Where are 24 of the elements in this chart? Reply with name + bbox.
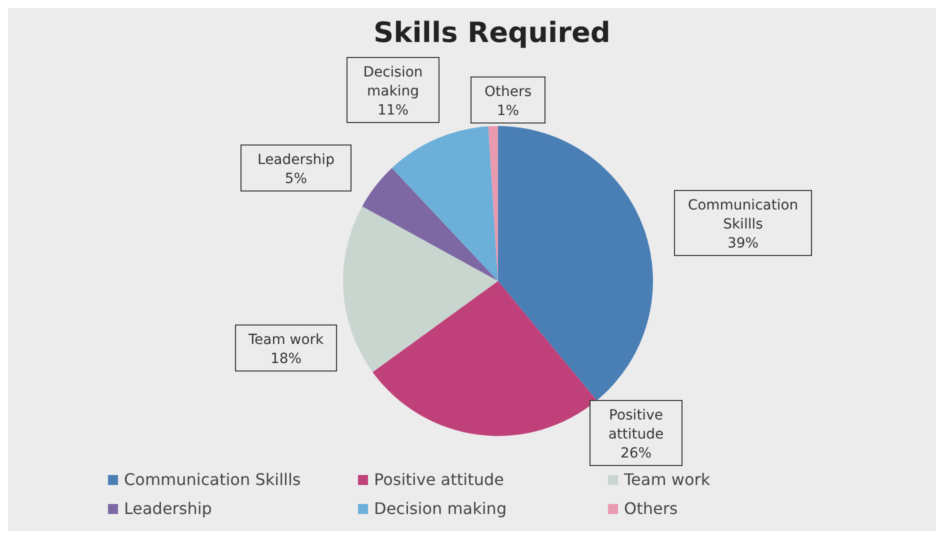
chart-title: Skills Required bbox=[372, 16, 612, 49]
data-label: 5% bbox=[284, 171, 308, 187]
legend-label: Decision making bbox=[374, 499, 507, 518]
pie-slice bbox=[392, 126, 498, 281]
legend-label: Team work bbox=[624, 470, 710, 489]
pie-slice bbox=[372, 281, 597, 436]
legend-label: Communication Skillls bbox=[124, 470, 301, 489]
slice-label: Team work bbox=[247, 332, 325, 348]
data-label: 39% bbox=[727, 236, 759, 252]
pie-slice bbox=[343, 206, 498, 372]
legend-label: Positive attitude bbox=[374, 470, 504, 489]
slice-label: Leadership bbox=[258, 152, 335, 168]
slice-label: Positive attitude bbox=[608, 408, 664, 442]
legend-label: Others bbox=[624, 499, 678, 518]
data-label: 11% bbox=[377, 102, 409, 118]
pie-slice bbox=[498, 126, 653, 400]
data-label: 18% bbox=[270, 351, 302, 367]
slice-label: Decision making bbox=[363, 64, 423, 100]
slice-label: Communication Skillls bbox=[688, 198, 798, 232]
pie-slice bbox=[362, 168, 498, 281]
legend-label: Leadership bbox=[124, 499, 212, 518]
slice-label: Others bbox=[484, 84, 532, 100]
data-label: 1% bbox=[496, 103, 520, 119]
data-label: 26% bbox=[620, 446, 652, 462]
